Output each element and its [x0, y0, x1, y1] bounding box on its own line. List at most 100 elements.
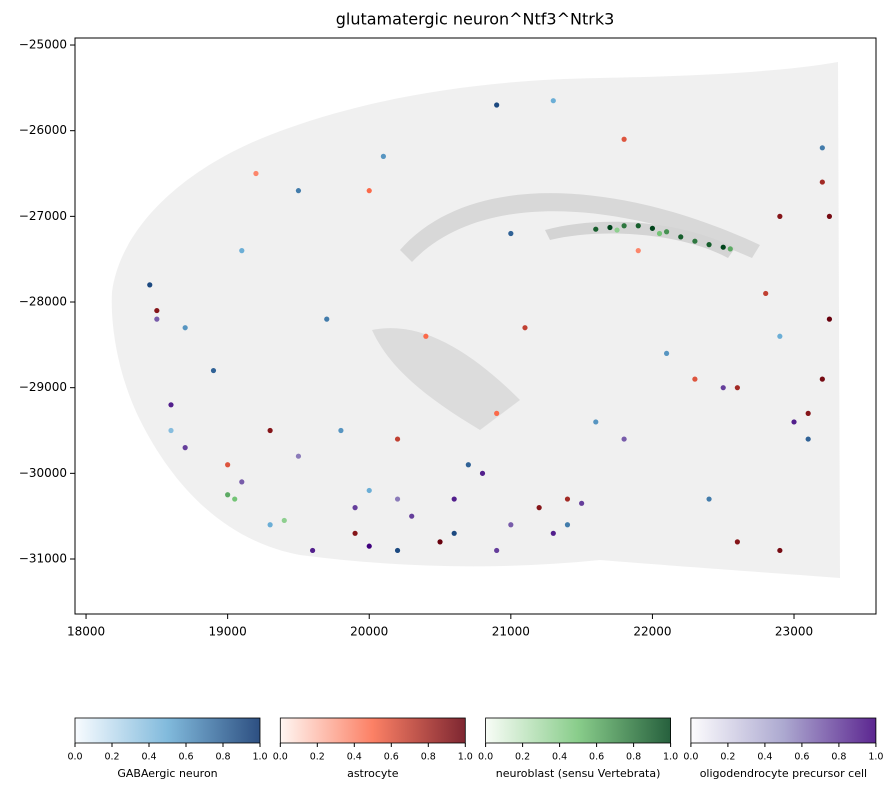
point — [805, 410, 811, 416]
point — [564, 496, 571, 502]
point — [253, 170, 259, 177]
point — [394, 436, 401, 442]
point — [550, 530, 556, 536]
point — [819, 376, 825, 382]
point — [225, 492, 231, 498]
point — [465, 462, 471, 468]
point — [777, 333, 783, 339]
point — [706, 242, 712, 248]
point — [210, 367, 217, 374]
point — [494, 547, 500, 554]
colorbar-tick-label: 0.8 — [831, 752, 846, 763]
point — [763, 290, 769, 297]
point — [295, 188, 302, 194]
point — [324, 316, 330, 322]
point — [727, 246, 733, 252]
colorbar-tick-label: 0.2 — [515, 752, 530, 763]
y-tick-label: −27000 — [19, 209, 67, 223]
point — [479, 470, 486, 476]
point — [614, 227, 620, 233]
point — [154, 316, 160, 322]
point — [593, 419, 599, 425]
point — [394, 547, 401, 554]
point — [678, 234, 684, 240]
point — [536, 505, 542, 511]
point — [352, 505, 358, 511]
colorbar-tick-label: 0.6 — [178, 752, 193, 763]
point — [621, 136, 627, 142]
point — [366, 487, 372, 494]
point — [437, 539, 443, 545]
point — [154, 307, 160, 314]
point — [168, 427, 174, 434]
point — [777, 547, 783, 554]
colorbar-tick-label: 0.4 — [347, 752, 362, 763]
point — [635, 223, 641, 229]
point — [734, 539, 740, 545]
point — [663, 350, 670, 357]
point — [451, 530, 457, 536]
point — [267, 522, 273, 528]
colorbar-tick-label: 0.4 — [141, 752, 156, 763]
point — [826, 213, 833, 219]
x-tick-label: 21000 — [492, 625, 530, 639]
colorbar-label: oligodendrocyte precursor cell — [700, 767, 867, 780]
point — [508, 522, 514, 528]
point — [394, 496, 401, 502]
colorbar-tick-label: 1.0 — [663, 752, 678, 763]
colorbar-tick-label: 1.0 — [868, 752, 883, 763]
colorbar — [485, 717, 672, 744]
colorbar-tick-label: 1.0 — [252, 752, 267, 763]
point — [147, 282, 153, 288]
y-tick-label: −29000 — [19, 380, 67, 394]
point — [706, 496, 712, 502]
colorbar-tick-label: 0.0 — [478, 752, 493, 763]
colorbar-tick-label: 0.0 — [67, 752, 82, 763]
colorbar-tick-label: 0.8 — [421, 752, 436, 763]
y-tick-label: −28000 — [19, 295, 67, 309]
point — [168, 402, 174, 408]
colorbar — [279, 717, 466, 744]
point — [239, 248, 245, 254]
point — [309, 547, 316, 554]
colorbar-tick-label: 0.2 — [310, 752, 325, 763]
x-tick-label: 19000 — [209, 625, 247, 639]
colorbar-label: GABAergic neuron — [117, 767, 217, 780]
point — [352, 530, 358, 536]
point — [182, 325, 188, 331]
chart-title: glutamatergic neuron^Ntf3^Ntrk3 — [336, 10, 615, 29]
point — [819, 145, 825, 151]
colorbar-tick-label: 0.2 — [720, 752, 735, 763]
x-tick-label: 18000 — [67, 625, 105, 639]
point — [366, 188, 372, 194]
colorbar-tick-label: 0.6 — [794, 752, 809, 763]
y-tick-label: −25000 — [19, 38, 67, 52]
colorbar-tick-label: 0.8 — [626, 752, 641, 763]
plot-frame — [74, 37, 877, 615]
colorbar — [74, 717, 261, 744]
point — [621, 223, 627, 229]
point — [663, 229, 670, 235]
point — [182, 445, 188, 451]
point — [451, 496, 457, 502]
x-tick-label: 23000 — [775, 625, 813, 639]
x-tick-label: 20000 — [350, 625, 388, 639]
point — [720, 385, 726, 391]
point — [579, 500, 585, 506]
point — [494, 410, 500, 416]
colorbar-label: astrocyte — [347, 767, 399, 780]
colorbar-tick-label: 0.6 — [384, 752, 399, 763]
point — [621, 436, 627, 442]
point — [494, 102, 500, 108]
point — [508, 230, 514, 237]
point — [366, 543, 372, 549]
point — [777, 213, 783, 219]
x-tick-label: 22000 — [633, 625, 671, 639]
colorbar-tick-label: 0.0 — [273, 752, 288, 763]
point — [267, 427, 273, 434]
colorbar-tick-label: 0.6 — [589, 752, 604, 763]
colorbar-tick-label: 0.2 — [104, 752, 119, 763]
point — [380, 153, 386, 159]
point — [409, 513, 415, 519]
